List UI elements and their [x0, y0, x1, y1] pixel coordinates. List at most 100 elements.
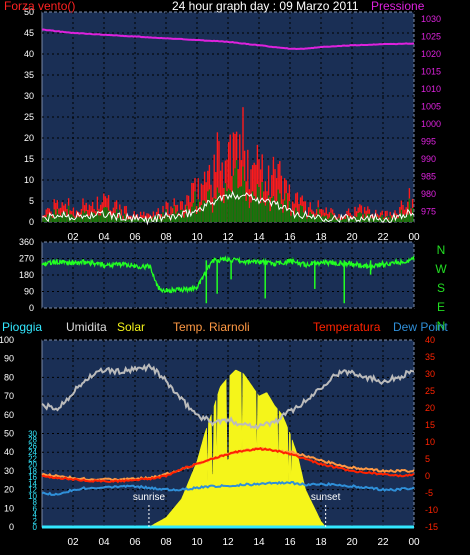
rain-y-tick-label: 8	[33, 498, 38, 507]
sunrise-label: sunrise	[133, 492, 166, 503]
direction-y-tick-label: 180	[19, 270, 34, 280]
direction-y-tick-label: 90	[24, 287, 34, 297]
compass-label: N	[437, 243, 446, 257]
x-tick-label: 18	[315, 232, 327, 243]
temperature-y-tick-label: 20	[425, 403, 435, 413]
wind-y-tick-label: 50	[24, 7, 34, 17]
temperature-y-tick-label: 35	[425, 352, 435, 362]
pressure-y-tick-label: 1000	[421, 119, 441, 129]
rain-y-tick-label: 22	[28, 454, 37, 463]
pressure-y-tick-label: 1005	[421, 102, 441, 112]
wind-direction-line	[41, 255, 415, 294]
wind-y-tick-label: 10	[24, 175, 34, 185]
x-tick-label: 02	[67, 232, 79, 243]
x-tick-label: 22	[377, 232, 389, 243]
humidity-y-tick-label: 50	[4, 429, 14, 439]
x-tick-label: 10	[191, 537, 203, 548]
x-tick-label: 22	[377, 537, 389, 548]
temperature-line	[41, 446, 415, 484]
x-tick-label: 20	[346, 537, 358, 548]
compass-label: W	[435, 262, 447, 276]
wind-y-tick-label: 5	[29, 196, 34, 206]
wind-y-tick-label: 45	[24, 28, 34, 38]
x-tick-label: 00	[408, 232, 420, 243]
x-tick-label: 00	[408, 537, 420, 548]
x-tick-label: 20	[346, 232, 358, 243]
direction-y-tick-label: 360	[19, 237, 34, 247]
rain-y-tick-label: 28	[28, 436, 37, 445]
legend-riarnoli: Temp. Riarnoli	[173, 320, 250, 334]
x-tick-label: 06	[129, 232, 141, 243]
pressure-y-tick-label: 975	[421, 207, 436, 217]
humidity-y-tick-label: 90	[4, 354, 14, 364]
temperature-y-tick-label: 5	[425, 454, 430, 464]
rain-y-tick-label: 20	[28, 461, 37, 470]
x-tick-label: 14	[253, 232, 265, 243]
pressure-line	[41, 28, 415, 51]
pressure-y-tick-label: 1025	[421, 32, 441, 42]
temperature-y-tick-label: 10	[425, 437, 435, 447]
compass-label: N	[437, 319, 446, 333]
x-tick-label: 14	[253, 537, 265, 548]
humidity-line	[41, 362, 415, 431]
temperature-y-tick-label: -10	[425, 505, 438, 515]
x-tick-label: 08	[160, 232, 172, 243]
x-tick-label: 12	[222, 537, 234, 548]
x-tick-label: 08	[160, 537, 172, 548]
x-tick-label: 16	[284, 537, 296, 548]
humidity-y-tick-label: 70	[4, 391, 14, 401]
legend-solar: Solar	[117, 320, 146, 334]
rain-y-tick-label: 2	[33, 517, 38, 526]
legend-humidity: Umidita	[66, 320, 107, 334]
compass-label: E	[437, 300, 445, 314]
x-tick-label: 16	[284, 232, 296, 243]
wind-average-line	[41, 190, 415, 226]
x-tick-label: 18	[315, 537, 327, 548]
pressure-axis-title: Pressione	[371, 0, 425, 13]
rain-y-tick-label: 12	[28, 486, 37, 495]
wind-y-tick-label: 30	[24, 91, 34, 101]
legend-rain: Pioggia	[2, 320, 43, 334]
dewpoint-line	[41, 480, 415, 497]
wind-y-tick-label: 15	[24, 154, 34, 164]
temperature-y-tick-label: 15	[425, 420, 435, 430]
wind-y-tick-label: 20	[24, 133, 34, 143]
humidity-y-tick-label: 80	[4, 372, 14, 382]
x-tick-label: 02	[67, 537, 79, 548]
pressure-y-tick-label: 1015	[421, 67, 441, 77]
direction-y-tick-label: 270	[19, 254, 34, 264]
x-tick-label: 10	[191, 232, 203, 243]
x-tick-label: 12	[222, 232, 234, 243]
wind-y-tick-label: 0	[29, 217, 34, 227]
temperature-y-tick-label: -5	[425, 488, 433, 498]
rain-y-tick-label: 4	[33, 511, 38, 520]
x-tick-label: 06	[129, 537, 141, 548]
pressure-y-tick-label: 980	[421, 189, 436, 199]
rain-y-tick-label: 10	[28, 492, 37, 501]
rain-y-tick-label: 6	[33, 504, 38, 513]
pressure-y-tick-label: 1010	[421, 84, 441, 94]
pressure-y-tick-label: 995	[421, 137, 436, 147]
wind-y-tick-label: 40	[24, 49, 34, 59]
rain-y-tick-label: 24	[28, 448, 37, 457]
pressure-y-tick-label: 985	[421, 172, 436, 182]
compass-label: S	[437, 281, 445, 295]
sunset-label: sunset	[311, 492, 341, 503]
wind-y-tick-label: 25	[24, 112, 34, 122]
legend-dewpoint: Dew Point	[393, 320, 448, 334]
rain-y-tick-label: 30	[28, 430, 37, 439]
pressure-y-tick-label: 1020	[421, 49, 441, 59]
rain-y-tick-label: 16	[28, 473, 37, 482]
humidity-y-tick-label: 40	[4, 447, 14, 457]
temperature-y-tick-label: 40	[425, 335, 435, 345]
humidity-y-tick-label: 60	[4, 410, 14, 420]
humidity-y-tick-label: 100	[0, 335, 14, 345]
humidity-y-tick-label: 20	[4, 485, 14, 495]
rain-y-tick-label: 14	[28, 479, 37, 488]
pressure-y-tick-label: 1030	[421, 14, 441, 24]
humidity-y-tick-label: 30	[4, 466, 14, 476]
rain-y-tick-label: 18	[28, 467, 37, 476]
rain-y-tick-label: 0	[33, 523, 38, 532]
x-tick-label: 04	[98, 537, 110, 548]
